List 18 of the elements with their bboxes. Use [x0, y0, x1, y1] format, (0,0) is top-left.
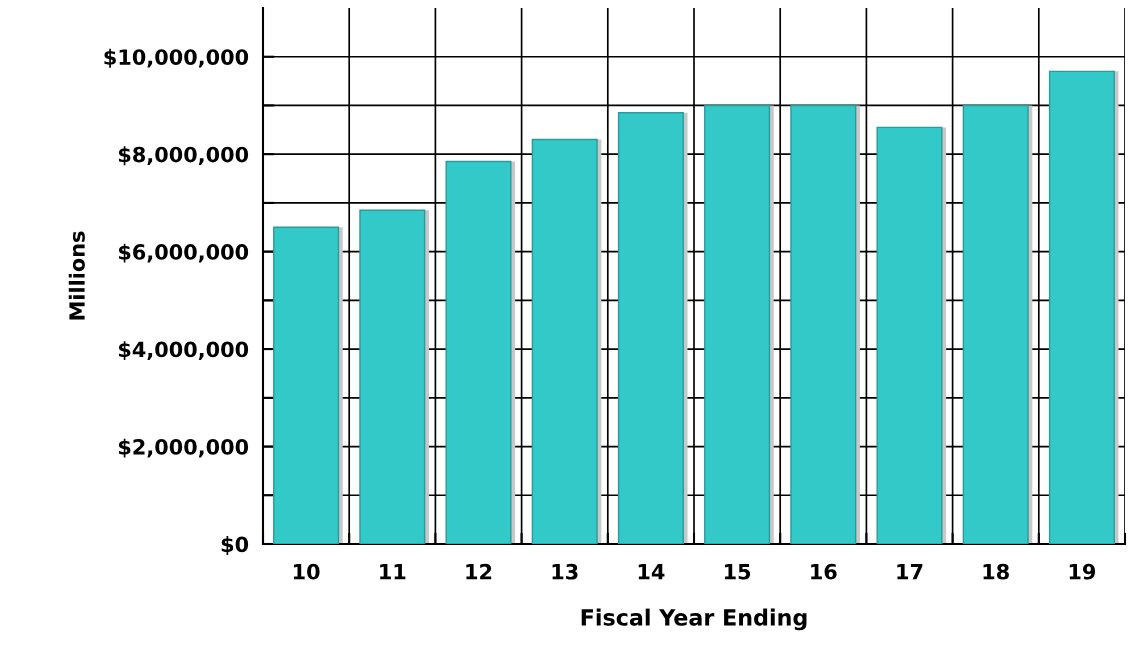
x-tick-label: 11	[380, 564, 406, 580]
y-tick-label: $6,000,000	[118, 243, 249, 263]
x-tick-label: 18	[983, 563, 1009, 580]
x-tick-label: 17	[897, 564, 923, 580]
x-axis-title: Fiscal Year Ending	[581, 608, 807, 631]
x-tick-label: 13	[552, 563, 578, 580]
y-tick-label: $10,000,000	[104, 48, 249, 68]
y-tick-label: $0	[221, 536, 249, 555]
x-tick-label: 15	[724, 564, 751, 580]
x-tick-label: 12	[466, 563, 492, 580]
x-tick-label: 10	[293, 563, 320, 580]
x-tick-label: 19	[1069, 563, 1096, 580]
y-axis-title: Millions	[68, 231, 85, 320]
y-tick-label: $8,000,000	[118, 146, 249, 166]
x-tick-label: 16	[811, 563, 837, 580]
x-tick-label: 14	[638, 564, 665, 580]
y-tick-label: $4,000,000	[118, 341, 249, 361]
y-tick-label: $2,000,000	[118, 438, 249, 458]
